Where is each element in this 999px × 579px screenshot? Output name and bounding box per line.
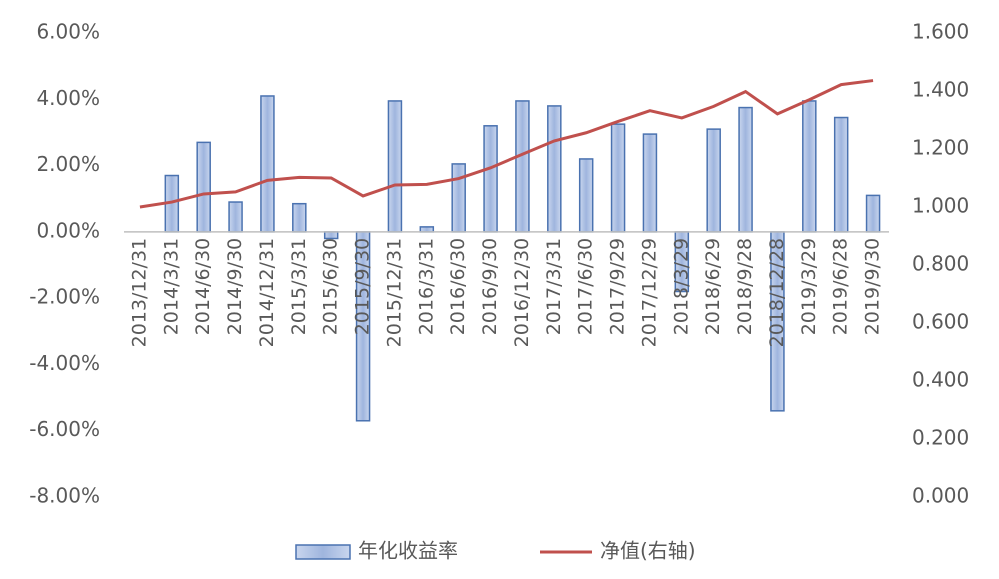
x-tick-label: 2017/9/29	[607, 238, 629, 335]
bar	[547, 105, 562, 233]
y2-tick-label: 1.600	[912, 20, 969, 44]
legend-swatch	[295, 544, 351, 560]
y2-tick-label: 0.600	[912, 310, 969, 334]
y-tick-label: 6.00%	[36, 20, 100, 44]
x-tick-label: 2016/9/30	[479, 238, 501, 335]
x-tick-label: 2015/12/31	[383, 238, 405, 348]
x-tick-label: 2019/6/28	[830, 238, 852, 335]
y-tick-label: 2.00%	[36, 152, 100, 176]
y-tick-label: -2.00%	[29, 285, 100, 309]
bar	[483, 125, 498, 233]
x-tick-label: 2014/9/30	[224, 238, 246, 335]
x-tick-label: 2017/3/31	[543, 238, 565, 335]
bar	[387, 100, 403, 233]
bar	[292, 202, 307, 233]
y2-tick-label: 1.400	[912, 78, 969, 102]
x-tick-label: 2019/3/29	[798, 238, 820, 335]
y-tick-label: -6.00%	[29, 417, 100, 441]
x-tick-label: 2015/6/30	[320, 238, 342, 335]
bar	[802, 100, 817, 233]
bar	[196, 141, 211, 233]
y2-tick-label: 0.000	[912, 484, 969, 508]
y-tick-label: -4.00%	[29, 351, 100, 375]
x-tick-label: 2014/6/30	[192, 238, 214, 335]
bar	[323, 231, 339, 240]
bar	[451, 163, 466, 233]
x-tick-label: 2015/9/30	[352, 238, 374, 335]
bar	[578, 158, 594, 233]
x-tick-label: 2013/12/31	[128, 238, 150, 348]
legend-label: 年化收益率	[358, 539, 458, 563]
y-tick-label: 4.00%	[36, 86, 100, 110]
bar	[610, 123, 626, 233]
y2-tick-label: 0.200	[912, 426, 969, 450]
bar	[865, 194, 881, 233]
bar	[260, 95, 275, 233]
bar	[515, 100, 530, 233]
x-tick-label: 2014/12/31	[256, 238, 278, 348]
y2-tick-label: 1.200	[912, 136, 969, 160]
y-tick-label: 0.00%	[36, 218, 100, 242]
bar	[642, 133, 658, 233]
x-tick-label: 2018/12/28	[766, 238, 788, 348]
y-tick-label: -8.00%	[29, 484, 100, 508]
y2-tick-label: 0.400	[912, 368, 969, 392]
x-tick-label: 2017/6/30	[575, 238, 597, 335]
x-tick-label: 2017/12/29	[638, 238, 660, 348]
y2-tick-label: 0.800	[912, 252, 969, 276]
x-tick-label: 2018/6/29	[702, 238, 724, 335]
x-tick-label: 2016/3/31	[415, 238, 437, 335]
x-tick-label: 2018/3/29	[670, 238, 692, 335]
x-tick-label: 2016/6/30	[447, 238, 469, 335]
x-tick-label: 2014/3/31	[160, 238, 182, 335]
line	[139, 79, 874, 209]
legend-label: 净值(右轴)	[600, 539, 696, 563]
y2-tick-label: 1.000	[912, 194, 969, 218]
x-tick-label: 2018/9/28	[734, 238, 756, 335]
bar	[228, 201, 243, 233]
x-tick-label: 2019/9/30	[862, 238, 884, 335]
bar	[706, 128, 721, 233]
x-tick-label: 2015/3/31	[288, 238, 310, 335]
bar	[738, 106, 753, 233]
x-tick-label: 2016/12/30	[511, 238, 533, 348]
bar	[833, 116, 849, 233]
